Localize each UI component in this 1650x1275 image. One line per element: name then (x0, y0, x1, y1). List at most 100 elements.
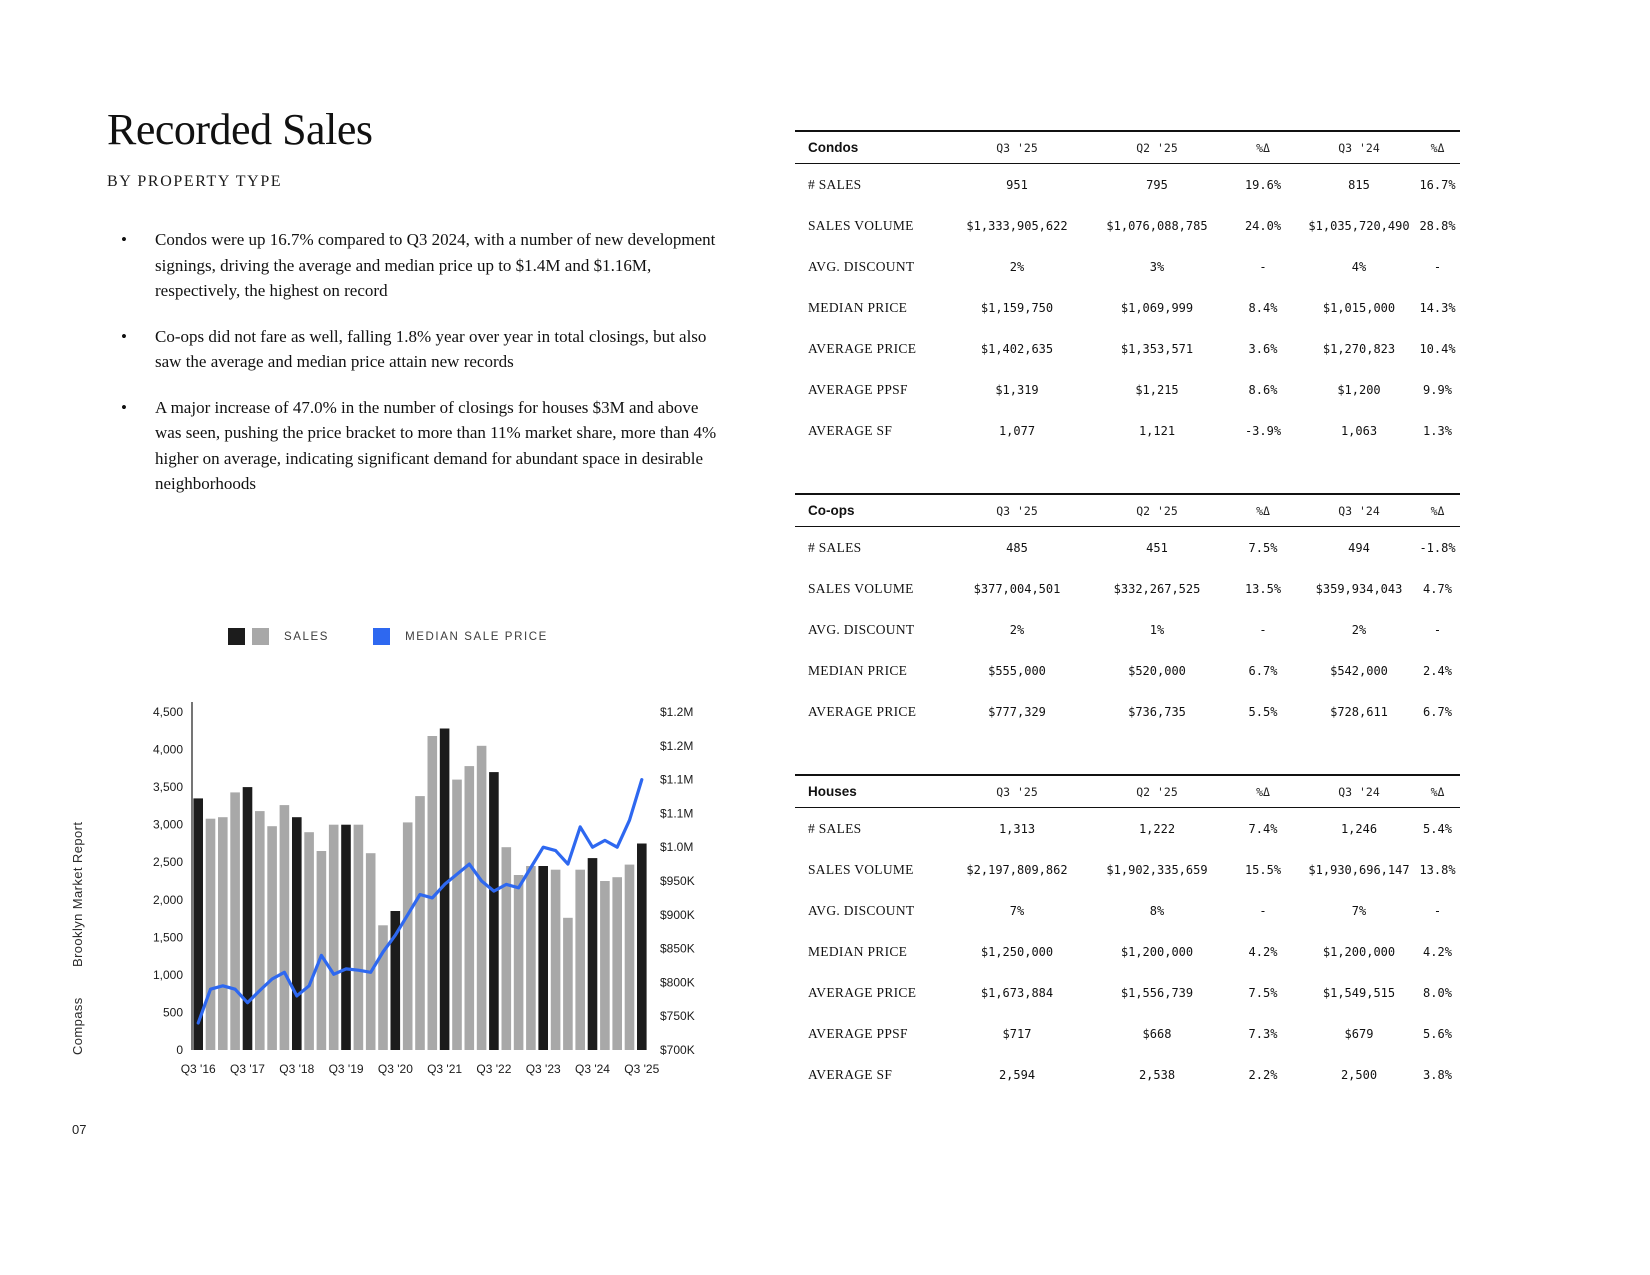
table-header-row: Condos Q3 '25 Q2 '25 %Δ Q3 '24 %Δ (795, 130, 1460, 164)
cell-value: 4.7% (1423, 581, 1452, 596)
cell-value: 3.6% (1248, 341, 1278, 356)
cell-value: - (1259, 903, 1267, 918)
cell-value: $1,076,088,785 (1106, 218, 1208, 233)
cell-value: $1,673,884 (980, 985, 1054, 1000)
row-label: AVERAGE PRICE (808, 984, 917, 1000)
cell-value: $1,200,000 (1322, 944, 1396, 959)
cell-value: 2.2% (1248, 1067, 1278, 1082)
table-header-row: Co-ops Q3 '25 Q2 '25 %Δ Q3 '24 %Δ (795, 493, 1460, 527)
cell-value: 2.4% (1423, 663, 1452, 678)
tables-column: Condos Q3 '25 Q2 '25 %Δ Q3 '24 %Δ # SALES 951 79… (795, 130, 1460, 1095)
table-row: AVERAGE SF 2,594 2,538 2.2% 2,500 3.8% (795, 1054, 1460, 1095)
page-title: Recorded Sales (107, 105, 373, 154)
cell-value: 485 (1006, 540, 1028, 555)
column-header: %Δ (1430, 503, 1445, 518)
cell-value: 2,594 (998, 1067, 1036, 1082)
cell-value: 1,077 (998, 423, 1036, 438)
cell-value: $1,159,750 (980, 300, 1054, 315)
table-coops: Co-ops Q3 '25 Q2 '25 %Δ Q3 '24 %Δ # SALES 485 45… (795, 493, 1460, 732)
cell-value: $1,402,635 (980, 341, 1054, 356)
bullet-item: A major increase of 47.0% in the number … (107, 395, 719, 497)
svg-text:$700K: $700K (660, 1043, 695, 1057)
row-label: AVERAGE SF (808, 422, 893, 438)
cell-value: 5.4% (1423, 821, 1452, 836)
cell-value: 1,313 (998, 821, 1036, 836)
cell-value: 7.4% (1248, 821, 1278, 836)
table-row: # SALES 1,313 1,222 7.4% 1,246 5.4% (795, 808, 1460, 849)
cell-value: 451 (1146, 540, 1168, 555)
table-row: AVERAGE PPSF $1,319 $1,215 8.6% $1,200 9.9% (795, 369, 1460, 410)
row-label: AVG. DISCOUNT (808, 621, 915, 637)
row-label: SALES VOLUME (808, 580, 914, 596)
svg-text:500: 500 (163, 1005, 183, 1019)
cell-value: 9.9% (1423, 382, 1452, 397)
svg-text:Q3 '21: Q3 '21 (427, 1062, 462, 1076)
table-row: AVERAGE PRICE $1,402,635 $1,353,571 3.6% $1,… (795, 328, 1460, 369)
svg-text:Q3 '19: Q3 '19 (329, 1062, 364, 1076)
row-label: AVERAGE PPSF (808, 381, 908, 397)
cell-value: $668 (1142, 1026, 1172, 1041)
cell-value: $377,004,501 (973, 581, 1061, 596)
table-header-row: Houses Q3 '25 Q2 '25 %Δ Q3 '24 %Δ (795, 774, 1460, 808)
side-vertical-text: Compass Brooklyn Market Report (70, 793, 85, 1055)
cell-value: 7% (1351, 903, 1367, 918)
svg-text:1,000: 1,000 (153, 968, 183, 982)
cell-value: $1,333,905,622 (966, 218, 1068, 233)
cell-value: 494 (1348, 540, 1370, 555)
side-brand-label: Compass (70, 997, 85, 1055)
cell-value: 19.6% (1244, 177, 1282, 192)
row-label: AVERAGE PPSF (808, 1025, 908, 1041)
cell-value: 13.5% (1244, 581, 1282, 596)
svg-text:Q3 '16: Q3 '16 (181, 1062, 216, 1076)
cell-value: $1,319 (995, 382, 1039, 397)
cell-value: $1,200 (1337, 382, 1381, 397)
cell-value: 795 (1146, 177, 1168, 192)
cell-value: $520,000 (1128, 663, 1186, 678)
table-row: MEDIAN PRICE $555,000 $520,000 6.7% $542,000… (795, 650, 1460, 691)
cell-value: $542,000 (1330, 663, 1388, 678)
cell-value: $1,015,000 (1322, 300, 1396, 315)
svg-text:3,000: 3,000 (153, 818, 183, 832)
cell-value: - (1259, 622, 1267, 637)
svg-text:$900K: $900K (660, 908, 695, 922)
svg-text:$950K: $950K (660, 874, 695, 888)
cell-value: $1,549,515 (1322, 985, 1396, 1000)
row-label: AVERAGE PRICE (808, 703, 917, 719)
cell-value: 7.3% (1248, 1026, 1278, 1041)
row-label: SALES VOLUME (808, 217, 914, 233)
table-row: # SALES 951 795 19.6% 815 16.7% (795, 164, 1460, 205)
svg-text:$1.0M: $1.0M (660, 840, 693, 854)
cell-value: 13.8% (1419, 862, 1456, 877)
table-row: AVG. DISCOUNT 7% 8% - 7% - (795, 890, 1460, 931)
sales-dark-swatch (228, 628, 245, 645)
row-label: MEDIAN PRICE (808, 299, 908, 315)
column-header: Q2 '25 (1136, 503, 1178, 518)
column-header: Q3 '25 (996, 784, 1038, 799)
table-title: Co-ops (808, 503, 855, 518)
column-header: Q2 '25 (1136, 784, 1178, 799)
table-row: SALES VOLUME $1,333,905,622 $1,076,088,785… (795, 205, 1460, 246)
column-header: %Δ (1256, 503, 1270, 518)
cell-value: $1,200,000 (1120, 944, 1194, 959)
cell-value: - (1433, 622, 1442, 637)
cell-value: 1,121 (1138, 423, 1176, 438)
row-label: SALES VOLUME (808, 861, 914, 877)
row-label: MEDIAN PRICE (808, 943, 908, 959)
sales-chart-svg: 0 500 1,000 1,500 2,000 2,500 3,000 3,500 4,000 4… (153, 702, 695, 1076)
cell-value: 1.3% (1423, 423, 1452, 438)
table-row: AVERAGE PPSF $717 $668 7.3% $679 5.6% (795, 1013, 1460, 1054)
sales-chart: 0 500 1,000 1,500 2,000 2,500 3,000 3,500 4,000 4… (140, 690, 720, 1095)
cell-value: - (1433, 903, 1442, 918)
cell-value: 4.2% (1423, 944, 1452, 959)
cell-value: 15.5% (1244, 862, 1282, 877)
row-label: # SALES (808, 820, 862, 836)
table-row: AVERAGE PRICE $1,673,884 $1,556,739 7.5% $1,… (795, 972, 1460, 1013)
sales-legend-label: SALES (284, 630, 330, 643)
svg-text:$850K: $850K (660, 942, 695, 956)
cell-value: 815 (1348, 177, 1370, 192)
cell-value: 1,246 (1340, 821, 1378, 836)
table-condos: Condos Q3 '25 Q2 '25 %Δ Q3 '24 %Δ # SALES 951 79… (795, 130, 1460, 451)
cell-value: $1,215 (1135, 382, 1179, 397)
svg-text:1,500: 1,500 (153, 930, 183, 944)
